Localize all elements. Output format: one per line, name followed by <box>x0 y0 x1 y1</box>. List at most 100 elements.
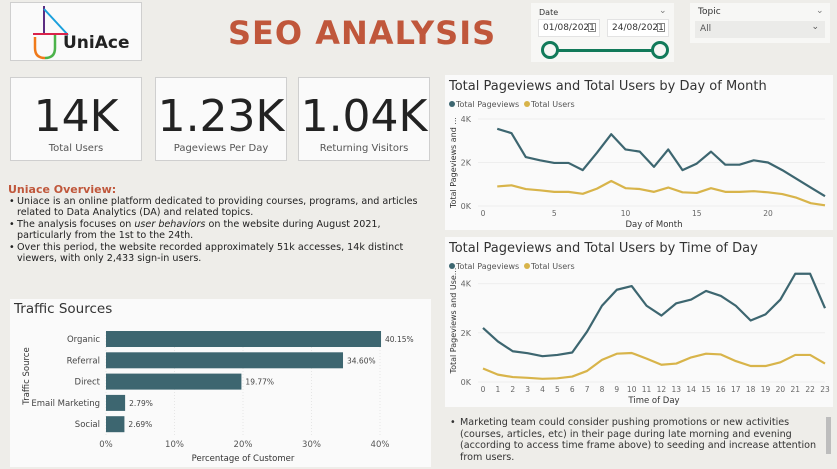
logo: UniAce <box>10 2 142 61</box>
y-tick-label: 4K <box>461 280 472 289</box>
end-date-input[interactable]: 24/08/2021 <box>607 19 669 37</box>
data-label: 40.15% <box>385 335 414 344</box>
x-tick-label: 10 <box>621 209 631 218</box>
x-tick-label: 5 <box>552 209 557 218</box>
legend-label: Total Pageviews <box>455 262 519 271</box>
kpi-total-users: 14K Total Users <box>10 77 142 161</box>
slider-end-handle[interactable] <box>651 41 669 59</box>
page-title: SEO ANALYSIS <box>228 14 497 52</box>
series-line <box>496 127 826 198</box>
kpi-pageviews-per-day: 1.23K Pageviews Per Day <box>155 77 287 161</box>
overview-bullet: Over this period, the website recorded a… <box>8 242 433 265</box>
topic-dropdown[interactable]: All ⌄ <box>695 21 825 38</box>
bar <box>106 331 382 347</box>
y-tick-label: 2K <box>461 159 472 168</box>
data-label: 2.79% <box>129 399 153 408</box>
date-slicer[interactable]: Date ⌄ 01/08/2021 24/08/2021 <box>531 3 674 62</box>
slider-start-handle[interactable] <box>541 41 559 59</box>
x-tick-label: 15 <box>692 209 702 218</box>
legend-label: Total Users <box>530 262 575 271</box>
x-tick-label: 15 <box>701 385 711 394</box>
x-tick-label: 4 <box>540 385 545 394</box>
y-axis-title: Total Pageviews and Use... <box>449 268 458 375</box>
legend-label: Total Users <box>530 100 575 109</box>
x-tick-label: 0 <box>481 209 486 218</box>
series-line <box>482 351 826 380</box>
x-axis-title: Percentage of Customer <box>192 454 295 464</box>
day-of-month-panel: Total Pageviews and Total Users by Day o… <box>445 75 833 230</box>
x-tick-label: 40% <box>371 440 390 450</box>
logo-text: UniAce <box>63 33 130 53</box>
legend-marker <box>449 101 455 107</box>
chevron-down-icon[interactable]: ⌄ <box>816 6 824 16</box>
x-tick-label: 6 <box>570 385 575 394</box>
x-tick-label: 16 <box>716 385 726 394</box>
y-tick-label: 0K <box>461 202 472 211</box>
kpi-value: 14K <box>33 91 119 142</box>
bar <box>106 394 126 411</box>
day-of-month-chart: Total Pageviews and Total Users by Day o… <box>448 79 826 230</box>
overview-bullet: Uniace is an online platform dedicated t… <box>8 196 433 219</box>
chevron-down-icon: ⌄ <box>811 22 819 32</box>
x-tick-label: 9 <box>614 385 619 394</box>
kpi-label: Pageviews Per Day <box>173 143 269 154</box>
calendar-icon[interactable] <box>588 23 596 32</box>
series-line <box>482 272 827 358</box>
x-tick-label: 30% <box>302 440 321 450</box>
x-tick-label: 13 <box>672 385 682 394</box>
bar <box>106 416 125 433</box>
end-date-value: 24/08/2021 <box>612 23 664 33</box>
chart-title: Total Pageviews and Total Users by Day o… <box>448 79 767 94</box>
data-label: 2.69% <box>128 420 152 429</box>
time-of-day-panel: Total Pageviews and Total Users by Time … <box>445 237 833 407</box>
legend-marker <box>449 263 455 269</box>
chevron-down-icon[interactable]: ⌄ <box>659 6 667 16</box>
x-tick-label: 12 <box>657 385 667 394</box>
topic-slicer[interactable]: Topic ⌄ All ⌄ <box>690 3 830 43</box>
start-date-input[interactable]: 01/08/2021 <box>538 19 600 37</box>
note-bullet: Marketing team could consider pushing pr… <box>450 417 820 463</box>
x-tick-label: 20% <box>234 440 253 450</box>
x-tick-label: 20 <box>763 209 773 218</box>
category-label: Email Marketing <box>31 399 100 409</box>
x-tick-label: 10 <box>627 385 637 394</box>
y-tick-label: 0K <box>461 378 472 387</box>
emphasis: user behaviors <box>134 218 206 230</box>
x-tick-label: 10% <box>165 440 184 450</box>
bar <box>106 352 344 369</box>
legend-marker <box>524 101 530 107</box>
y-tick-label: 2K <box>461 329 472 338</box>
date-range-slider[interactable] <box>551 49 659 52</box>
calendar-icon[interactable] <box>657 23 665 32</box>
x-tick-label: 18 <box>746 385 756 394</box>
text: The analysis focuses on <box>17 218 135 230</box>
category-label: Direct <box>75 378 101 388</box>
x-tick-label: 21 <box>790 385 800 394</box>
bar <box>106 373 242 390</box>
start-date-value: 01/08/2021 <box>543 23 595 33</box>
traffic-sources-chart: 0% 10% 20% 30% 40% Organic 40.15% Referral 34.60… <box>22 331 414 464</box>
x-tick-label: 17 <box>731 385 741 394</box>
category-label: Social <box>75 420 100 430</box>
x-tick-label: 7 <box>585 385 590 394</box>
category-label: Referral <box>67 356 100 366</box>
overview-bullet: The analysis focuses on user behaviors o… <box>8 219 433 242</box>
topic-value: All <box>700 24 712 34</box>
x-tick-label: 14 <box>686 385 696 394</box>
x-tick-label: 5 <box>555 385 560 394</box>
x-axis-title: Time of Day <box>627 396 679 406</box>
legend-label: Total Pageviews <box>455 100 519 109</box>
date-label: Date <box>539 8 559 17</box>
x-tick-label: 19 <box>761 385 771 394</box>
y-tick-label: 4K <box>461 115 472 124</box>
x-tick-label: 2 <box>510 385 515 394</box>
overview-heading: Uniace Overview: <box>8 183 117 196</box>
text: on the website during August 2021, parti… <box>17 218 381 242</box>
scrollbar[interactable] <box>826 417 831 454</box>
legend-marker <box>524 263 530 269</box>
x-tick-label: 23 <box>820 385 830 394</box>
series-line <box>497 179 826 207</box>
x-tick-label: 1 <box>495 385 500 394</box>
y-axis-title: Traffic Source <box>22 347 32 405</box>
x-tick-label: 22 <box>805 385 815 394</box>
